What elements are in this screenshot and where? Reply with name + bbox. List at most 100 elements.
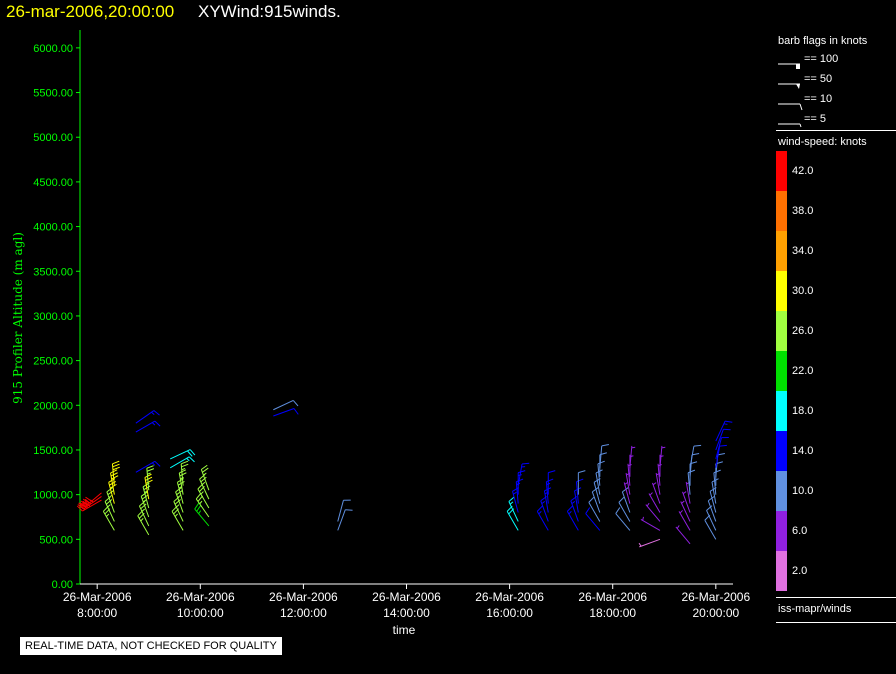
barb-shaft bbox=[170, 449, 191, 460]
barb-half-feather bbox=[107, 504, 111, 508]
barb-feather bbox=[145, 479, 153, 484]
wind-barb bbox=[135, 460, 161, 473]
barb-shaft bbox=[715, 429, 724, 451]
barb-feather bbox=[706, 505, 713, 511]
barb-feather bbox=[146, 465, 154, 469]
barb-flag-samples bbox=[778, 63, 803, 128]
barb-shaft bbox=[657, 463, 661, 486]
wind-barb bbox=[707, 496, 717, 522]
wind-barb bbox=[110, 469, 119, 495]
wind-barb bbox=[597, 460, 605, 486]
barb-shaft bbox=[135, 460, 156, 473]
barb-feather bbox=[202, 467, 209, 473]
barb-shaft bbox=[545, 481, 549, 504]
barb-feather bbox=[588, 496, 595, 503]
barb-legend-title: barb flags in knots bbox=[778, 35, 868, 47]
barb-shaft bbox=[200, 469, 210, 491]
barb-half-feather bbox=[181, 468, 186, 471]
x-tick-label-time: 14:00:00 bbox=[383, 606, 430, 620]
wind-barb bbox=[689, 452, 700, 477]
barb-feather bbox=[717, 452, 725, 456]
wind-barb bbox=[194, 502, 210, 527]
speed-swatch-label: 34.0 bbox=[792, 245, 814, 257]
barb-half-feather bbox=[661, 446, 666, 449]
barb-feather bbox=[85, 496, 92, 502]
barb-feather bbox=[188, 456, 195, 463]
y-tick-label: 3000.00 bbox=[33, 311, 73, 323]
y-tick-label: 4000.00 bbox=[33, 222, 73, 234]
barb-5-icon bbox=[778, 123, 802, 128]
barb-shaft bbox=[104, 501, 115, 522]
barb-feather bbox=[141, 494, 149, 500]
barb-shaft bbox=[144, 477, 150, 500]
wind-barb bbox=[711, 478, 719, 504]
barb-feather bbox=[112, 466, 120, 471]
wind-barb bbox=[175, 487, 184, 513]
barb-shaft bbox=[715, 420, 726, 442]
wind-barb bbox=[651, 482, 661, 504]
wind-barb bbox=[517, 470, 526, 495]
barb-half-feather bbox=[147, 472, 151, 475]
barb-shaft bbox=[180, 463, 184, 486]
barb-feather bbox=[618, 496, 625, 503]
barb-shaft bbox=[135, 410, 155, 424]
wind-barb bbox=[648, 492, 661, 513]
barb-shaft bbox=[194, 508, 210, 527]
barb-feather bbox=[576, 478, 584, 483]
speed-swatch-label: 14.0 bbox=[792, 445, 814, 457]
qc-notice: REAL-TIME DATA, NOT CHECKED FOR QUALITY bbox=[20, 637, 282, 655]
barb-feather bbox=[592, 487, 599, 493]
barb-feather bbox=[106, 499, 113, 505]
legend-divider bbox=[776, 597, 896, 598]
barb-feather bbox=[110, 472, 118, 477]
barb-shaft bbox=[110, 472, 115, 495]
barb-shaft bbox=[102, 511, 115, 531]
barb-shaft bbox=[138, 505, 150, 527]
barb-shaft bbox=[540, 500, 549, 522]
wind-barb bbox=[629, 445, 636, 468]
barb-feather bbox=[687, 469, 696, 474]
x-tick-label-date: 26-Mar-2006 bbox=[63, 590, 132, 604]
y-tick-label: 0.00 bbox=[52, 579, 73, 591]
barb-shaft bbox=[337, 509, 346, 531]
wind-barb bbox=[169, 456, 195, 469]
wind-barb bbox=[574, 487, 582, 513]
barb-half-feather bbox=[108, 494, 113, 498]
barb-shaft bbox=[135, 420, 156, 433]
speed-swatch-label: 30.0 bbox=[792, 285, 814, 297]
barb-feather bbox=[196, 505, 202, 512]
barb-shaft bbox=[707, 500, 717, 522]
wind-barb bbox=[706, 505, 717, 531]
speed-swatch bbox=[776, 551, 787, 591]
barb-feather bbox=[112, 463, 120, 468]
legend-divider bbox=[776, 130, 896, 131]
x-axis-label: time bbox=[393, 623, 416, 637]
barb-feather bbox=[566, 505, 573, 512]
legend-divider bbox=[776, 622, 896, 623]
barb-half-feather bbox=[638, 542, 642, 547]
barb-shaft bbox=[178, 472, 184, 495]
barb-shaft bbox=[570, 500, 579, 522]
speed-swatch bbox=[776, 391, 787, 431]
barb-shaft bbox=[599, 445, 603, 468]
x-tick-label-time: 20:00:00 bbox=[692, 606, 739, 620]
barb-feather bbox=[597, 460, 605, 465]
barb-shaft bbox=[111, 463, 115, 486]
wind-barb bbox=[615, 507, 631, 531]
wind-barb bbox=[180, 460, 189, 486]
barb-shaft bbox=[713, 472, 717, 495]
wind-barb bbox=[517, 462, 530, 486]
barb-shaft bbox=[685, 481, 691, 504]
barb-half-feather bbox=[682, 491, 687, 495]
x-tick-label-date: 26-Mar-2006 bbox=[372, 590, 441, 604]
x-tick-label-time: 12:00:00 bbox=[280, 606, 327, 620]
product-title: XYWind:915winds. bbox=[198, 2, 341, 21]
barb-shaft bbox=[171, 511, 184, 531]
speed-swatch-label: 2.0 bbox=[792, 565, 808, 577]
barb-shaft bbox=[675, 526, 691, 545]
wind-barb bbox=[577, 470, 586, 495]
speed-swatch bbox=[776, 431, 787, 471]
wind-barb bbox=[111, 460, 120, 486]
speed-swatch-label: 42.0 bbox=[792, 165, 814, 177]
barb-shaft bbox=[173, 501, 184, 522]
